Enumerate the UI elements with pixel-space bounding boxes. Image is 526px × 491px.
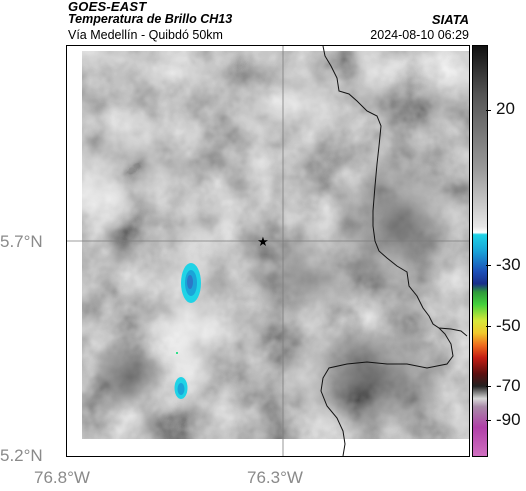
cold-cloud-top-north <box>181 263 201 303</box>
colorbar <box>472 45 488 457</box>
header-satellite: GOES-EAST <box>68 0 147 14</box>
lon-label-middle: 76.3°W <box>247 468 303 487</box>
colorbar-label-m70: -70 <box>496 376 521 395</box>
graticule <box>67 46 469 456</box>
brightness-temperature-field <box>67 51 469 439</box>
colorbar-tick <box>486 265 491 266</box>
star-marker: ★ <box>257 235 269 250</box>
department-boundary <box>322 46 468 337</box>
colorbar-tick <box>486 110 491 111</box>
header-datetime: 2024-08-10 06:29 <box>370 28 469 42</box>
cold-cloud-top-south <box>174 377 188 399</box>
header-organization: SIATA <box>431 12 469 27</box>
lat-label-top: 5.7°N <box>0 232 43 251</box>
colorbar-label-20: 20 <box>496 99 515 118</box>
header-product: Temperatura de Brillo CH13 <box>68 12 233 26</box>
department-boundary-south <box>320 327 454 456</box>
lon-label-left: 76.8°W <box>34 468 90 487</box>
lat-label-bottom: 5.2°N <box>0 446 43 465</box>
colorbar-tick <box>486 386 491 387</box>
colorbar-tick <box>486 326 491 327</box>
colorbar-label-m50: -50 <box>496 316 521 335</box>
header-route: Vía Medellín - Quibdó 50km <box>68 28 223 42</box>
satellite-map: ★ <box>66 45 470 457</box>
colorbar-label-m90: -90 <box>496 410 521 429</box>
colorbar-label-m30: -30 <box>496 255 521 274</box>
colorbar-tick <box>486 420 491 421</box>
